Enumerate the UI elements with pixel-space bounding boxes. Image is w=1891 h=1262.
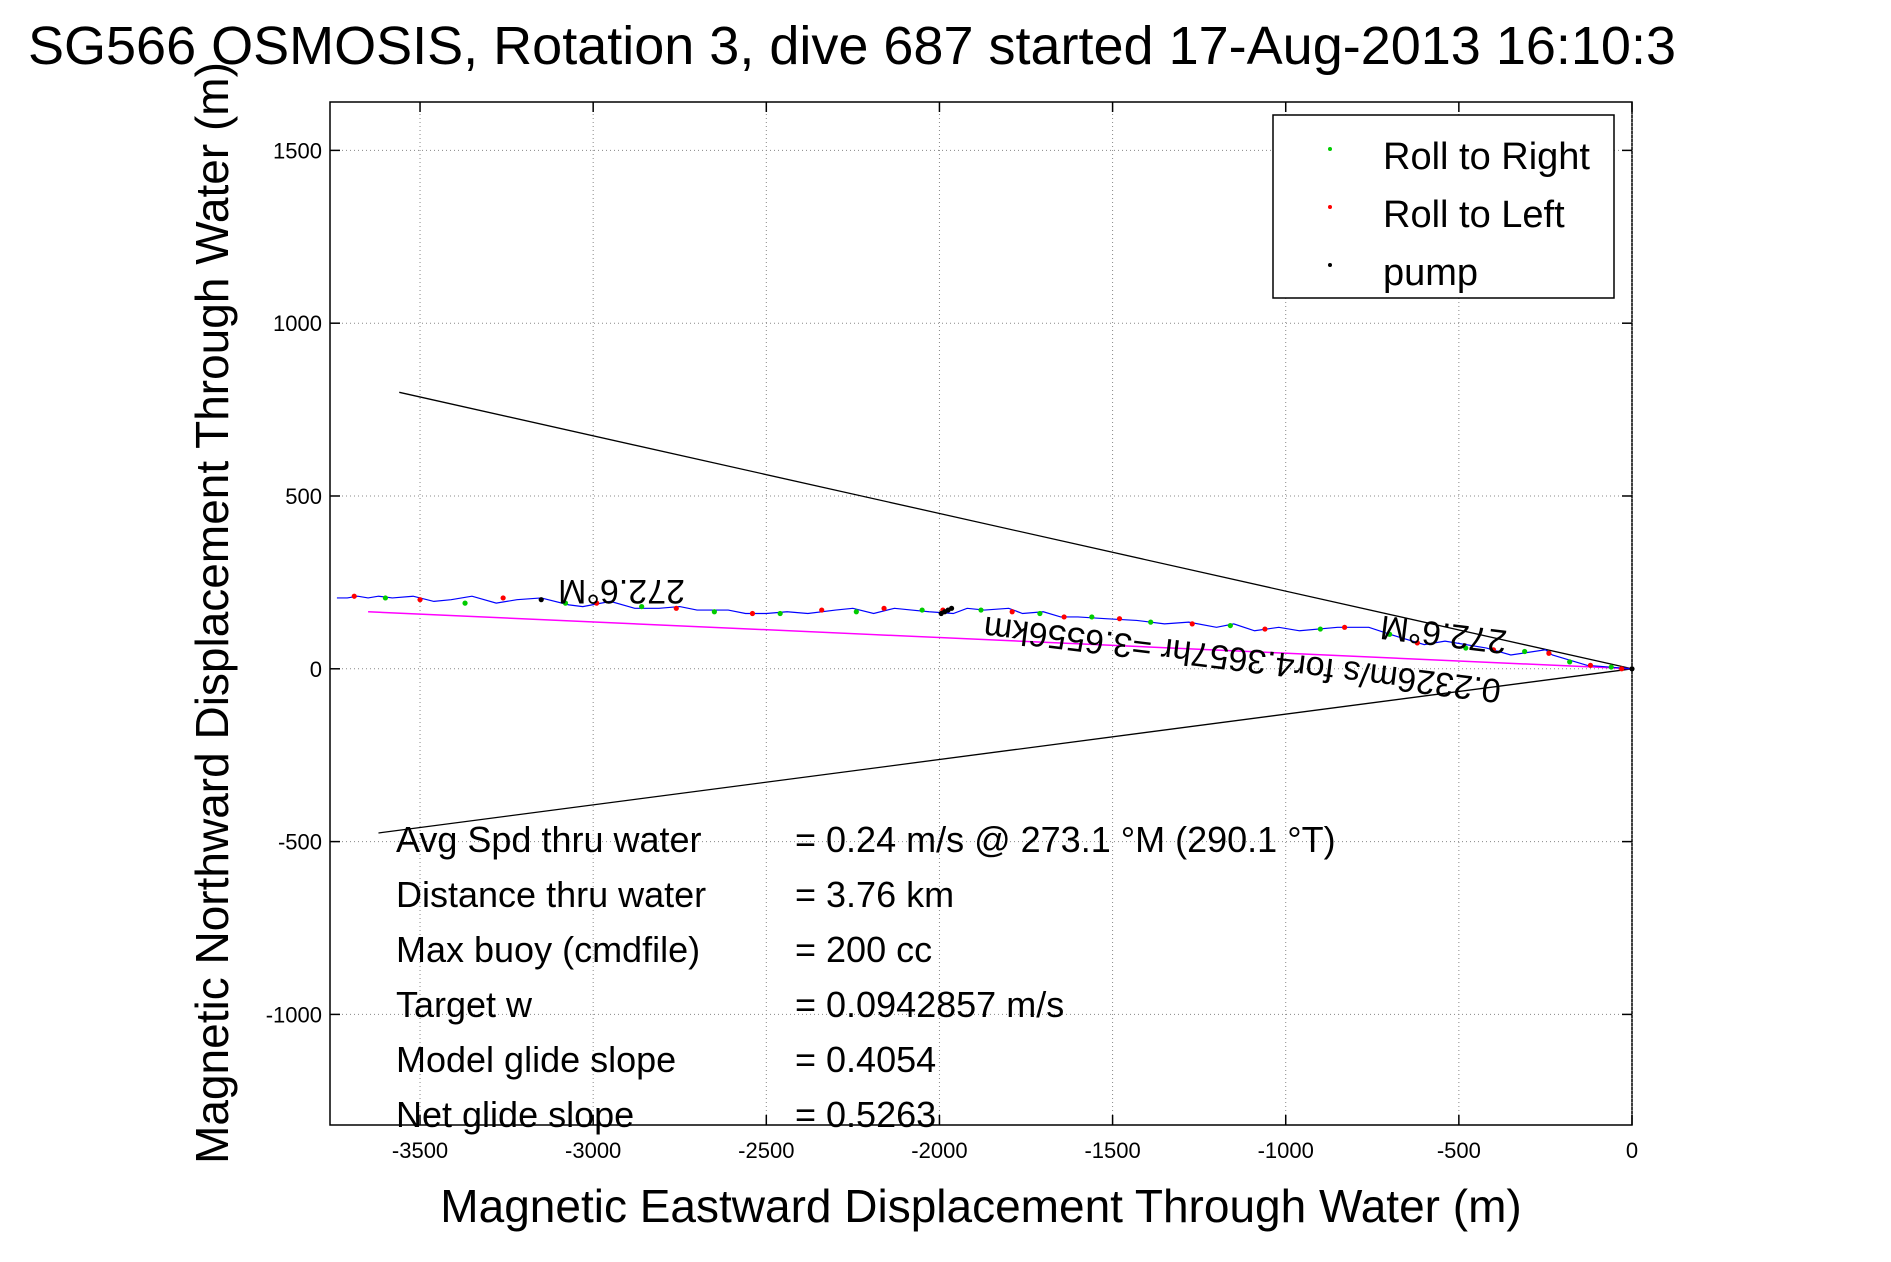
pump-point	[938, 610, 944, 617]
roll-right-point	[562, 600, 569, 606]
roll-left-point	[1587, 662, 1594, 668]
y-tick-label: 1500	[273, 138, 322, 163]
stat-value-target-w: = 0.0942857 m/s	[795, 984, 1064, 1025]
mean-course-line	[368, 611, 1633, 670]
y-tick-label: -1000	[266, 1002, 322, 1027]
roll-left-point	[417, 597, 423, 603]
x-tick-label: -3500	[392, 1138, 448, 1163]
legend: Roll to Right Roll to Left pump	[1272, 114, 1615, 299]
y-axis-label: Magnetic Northward Displacement Through …	[186, 62, 238, 1164]
roll-right-point	[1567, 659, 1573, 665]
roll-left-point	[1189, 621, 1195, 627]
stat-label-distance: Distance thru water	[396, 874, 706, 915]
stat-value-model-glide: = 0.4054	[795, 1039, 936, 1080]
track-series	[336, 595, 1633, 670]
roll-right-point	[1227, 622, 1233, 629]
stat-label-net-glide: Net glide slope	[396, 1094, 634, 1135]
legend-marker-pump	[1328, 263, 1332, 267]
stat-value-avg-speed: = 0.24 m/s @ 273.1 °M (290.1 °T)	[795, 819, 1336, 860]
stat-label-max-buoy: Max buoy (cmdfile)	[396, 929, 700, 970]
roll-left-point	[1546, 650, 1552, 656]
stat-value-net-glide: = 0.5263	[795, 1094, 936, 1135]
legend-marker-roll-right	[1328, 147, 1332, 151]
x-tick-label: 0	[1626, 1138, 1638, 1163]
y-tick-label: 0	[310, 657, 322, 682]
roll-right-point	[1522, 648, 1528, 655]
roll-right-point	[978, 607, 984, 613]
roll-left-point	[1490, 647, 1497, 653]
roll-right-point	[1089, 614, 1095, 620]
y-tick-label: 500	[285, 484, 322, 509]
y-tick-label: 1000	[273, 311, 322, 336]
stat-value-max-buoy: = 200 cc	[795, 929, 932, 970]
roll-left-point	[1061, 614, 1067, 620]
pump-point	[1629, 666, 1635, 672]
x-axis-label: Magnetic Eastward Displacement Through W…	[440, 1180, 1521, 1232]
roll-left-point	[1414, 640, 1420, 646]
roll-left-point	[673, 605, 679, 611]
roll-right-point	[639, 603, 645, 610]
legend-label-roll-right: Roll to Right	[1383, 136, 1590, 178]
roll-right-point	[1608, 664, 1614, 670]
roll-left-point	[881, 605, 887, 611]
stat-label-target-w: Target w	[396, 984, 533, 1025]
roll-left-point	[1262, 626, 1268, 632]
x-tick-label: -3000	[565, 1138, 621, 1163]
cone-line	[399, 391, 1633, 670]
cone-line	[378, 668, 1633, 834]
roll-right-point	[711, 609, 717, 615]
stat-value-distance: = 3.76 km	[795, 874, 954, 915]
grid	[330, 102, 1633, 1125]
roll-right-point	[382, 595, 389, 601]
roll-left-point	[594, 600, 600, 606]
x-tick-label: -1500	[1084, 1138, 1140, 1163]
stats-block: Avg Spd thru water = 0.24 m/s @ 273.1 °M…	[396, 819, 1336, 1135]
glider-track	[336, 595, 1633, 670]
roll-left-point	[500, 595, 506, 601]
roll-left-point	[1116, 616, 1123, 622]
roll-right-point	[1317, 626, 1323, 632]
roll-right-point	[1148, 619, 1154, 625]
heading-label-1: 272.6°M	[558, 572, 685, 610]
roll-left-point	[819, 607, 825, 613]
axis-ticks: -3500 -3000 -2500 -2000 -1500 -1000 -500 0 1500 1…	[266, 102, 1638, 1163]
roll-points	[351, 593, 1635, 672]
stat-label-avg-speed: Avg Spd thru water	[396, 819, 702, 860]
roll-right-point	[1037, 610, 1043, 617]
roll-left-point	[1341, 624, 1348, 630]
legend-marker-roll-left	[1328, 205, 1332, 209]
roll-right-point	[919, 607, 925, 613]
roll-left-point	[1619, 666, 1625, 672]
pump-point	[538, 597, 544, 603]
roll-left-point	[1009, 609, 1015, 615]
stat-label-model-glide: Model glide slope	[396, 1039, 676, 1080]
roll-right-point	[777, 610, 783, 617]
x-tick-label: -1000	[1258, 1138, 1314, 1163]
legend-label-roll-left: Roll to Left	[1383, 194, 1565, 236]
chart-title: SG566 OSMOSIS, Rotation 3, dive 687 star…	[28, 16, 1676, 76]
roll-right-point	[1387, 631, 1393, 637]
x-tick-label: -2000	[911, 1138, 967, 1163]
reference-lines	[368, 391, 1633, 834]
legend-label-pump: pump	[1383, 252, 1478, 294]
roll-right-point	[462, 600, 468, 606]
pump-point	[948, 605, 955, 611]
x-tick-label: -2500	[738, 1138, 794, 1163]
roll-right-point	[1463, 645, 1469, 651]
roll-left-point	[351, 593, 357, 599]
y-tick-label: -500	[278, 830, 322, 855]
roll-right-point	[853, 609, 859, 615]
x-tick-label: -500	[1437, 1138, 1481, 1163]
roll-left-point	[749, 610, 756, 617]
